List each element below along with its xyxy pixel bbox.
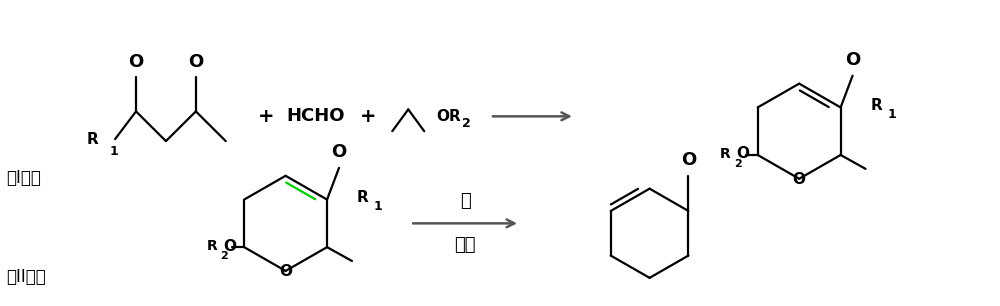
Text: O: O	[845, 51, 860, 69]
Text: 酸: 酸	[460, 192, 470, 210]
Text: R: R	[357, 190, 369, 205]
Text: 1: 1	[374, 200, 383, 213]
Text: +: +	[257, 107, 274, 126]
Text: （I）：: （I）：	[6, 169, 41, 187]
Text: O: O	[331, 143, 347, 161]
Text: O: O	[188, 53, 203, 71]
Text: （II）：: （II）：	[6, 268, 46, 286]
Text: 2: 2	[220, 251, 228, 261]
Text: O: O	[128, 53, 144, 71]
Text: R: R	[871, 98, 882, 113]
Text: O: O	[223, 239, 236, 254]
Text: 2: 2	[462, 117, 471, 130]
Text: OR: OR	[436, 109, 461, 124]
Text: R: R	[206, 239, 217, 253]
Text: O: O	[737, 147, 750, 162]
Text: O: O	[279, 264, 292, 279]
Text: R: R	[86, 132, 98, 147]
Text: O: O	[681, 151, 696, 170]
Text: R: R	[720, 147, 731, 161]
Text: +: +	[360, 107, 377, 126]
Text: 1: 1	[109, 144, 118, 158]
Text: HCHO: HCHO	[286, 107, 345, 125]
Text: 2: 2	[734, 159, 742, 169]
Text: 1: 1	[887, 108, 896, 121]
Text: O: O	[793, 172, 806, 187]
Text: 溶剂: 溶剂	[454, 236, 476, 254]
